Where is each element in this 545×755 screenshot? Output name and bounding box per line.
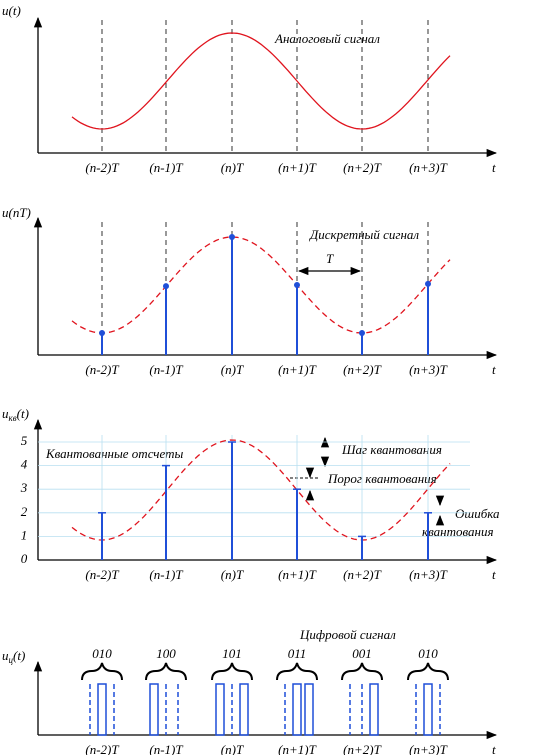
code-label: 010	[92, 646, 112, 661]
time-label: (n+3)T	[409, 567, 447, 582]
y-label: uкв(t)	[2, 406, 29, 423]
time-label: (n-2)T	[85, 160, 119, 175]
caption: Порог квантования	[327, 471, 437, 486]
time-label: (n+1)T	[278, 362, 316, 377]
signal-curve	[71, 32, 451, 130]
y-label: u(t)	[2, 3, 21, 18]
axis-t-label: t	[492, 567, 496, 582]
caption: Квантованные отсчеты	[45, 446, 183, 461]
time-label: (n+1)T	[278, 567, 316, 582]
y-label: u(nT)	[2, 205, 31, 220]
signal-curve	[71, 236, 451, 334]
pulse	[239, 683, 249, 736]
code-label: 100	[156, 646, 176, 661]
sample-dot	[425, 280, 431, 287]
pulse	[369, 683, 379, 736]
y-tick-label: 5	[21, 433, 28, 448]
caption: Шаг квантования	[341, 442, 442, 457]
y-tick-label: 2	[21, 504, 28, 519]
signal-curve	[71, 439, 451, 541]
sample-dot	[163, 283, 169, 290]
code-label: 101	[222, 646, 242, 661]
time-label: (n)T	[221, 567, 244, 582]
caption: Ошибка	[455, 506, 500, 521]
y-tick-label: 4	[21, 457, 28, 472]
time-label: (n+3)T	[409, 160, 447, 175]
y-tick-label: 3	[20, 480, 28, 495]
y-tick-label: 0	[21, 551, 28, 566]
time-label: (n-1)T	[149, 742, 183, 755]
axis-t-label: t	[492, 362, 496, 377]
time-label: (n)T	[221, 362, 244, 377]
time-label: (n-2)T	[85, 742, 119, 755]
brace	[407, 662, 449, 681]
time-label: (n+2)T	[343, 567, 381, 582]
time-label: (n-1)T	[149, 362, 183, 377]
axis-t-label: t	[492, 160, 496, 175]
time-label: (n-1)T	[149, 160, 183, 175]
caption: Аналоговый сигнал	[274, 31, 380, 46]
axes	[33, 16, 498, 740]
time-label: (n+2)T	[343, 742, 381, 755]
y-tick-label: 1	[21, 527, 28, 542]
sample-dot	[359, 330, 365, 336]
caption: Цифровой сигнал	[299, 627, 396, 642]
time-label: (n)T	[221, 742, 244, 755]
sample-dot	[294, 282, 300, 288]
brace	[145, 662, 187, 681]
caption: Дискретный сигнал	[308, 227, 419, 242]
time-label: (n-2)T	[85, 567, 119, 582]
brace	[276, 662, 318, 681]
brace	[341, 662, 383, 681]
time-label: (n+1)T	[278, 160, 316, 175]
pulse	[292, 683, 302, 736]
period-label: T	[326, 251, 334, 266]
sample-dot	[99, 330, 105, 336]
axis-t-label: t	[492, 742, 496, 755]
code-label: 001	[352, 646, 372, 661]
time-label: (n-2)T	[85, 362, 119, 377]
pulse	[97, 683, 107, 736]
pulse	[215, 683, 225, 736]
brace	[81, 662, 123, 681]
pulse	[304, 683, 314, 736]
pulse	[423, 683, 433, 736]
caption: квантования	[422, 524, 494, 539]
sample-dot	[229, 234, 235, 240]
time-label: (n+3)T	[409, 742, 447, 755]
code-label: 010	[418, 646, 438, 661]
time-label: (n-1)T	[149, 567, 183, 582]
brace	[211, 662, 253, 681]
code-label: 011	[288, 646, 307, 661]
time-label: (n+3)T	[409, 362, 447, 377]
y-label: uц(t)	[2, 648, 25, 665]
time-label: (n+1)T	[278, 742, 316, 755]
time-label: (n+2)T	[343, 160, 381, 175]
time-label: (n)T	[221, 160, 244, 175]
pulse	[149, 683, 159, 736]
time-label: (n+2)T	[343, 362, 381, 377]
